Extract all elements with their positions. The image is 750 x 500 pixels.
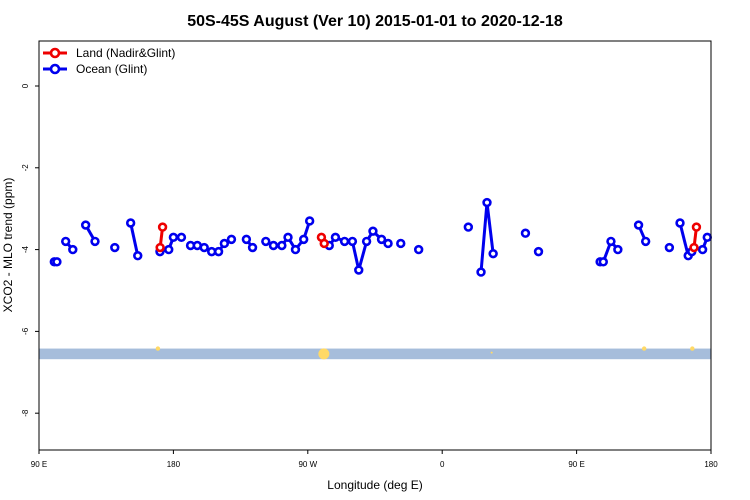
x-tick-label-2: 90 W bbox=[298, 460, 317, 469]
series-1-point-14-1 bbox=[482, 197, 492, 208]
series-1-point-10-3 bbox=[347, 236, 358, 247]
series-1-point-9-5 bbox=[298, 234, 309, 245]
series-1-point-16-0 bbox=[533, 246, 544, 257]
series-1-point-19-0 bbox=[664, 242, 675, 253]
series-0 bbox=[155, 222, 702, 253]
series-1-point-9-1 bbox=[268, 240, 279, 251]
legend: Land (Nadir&Glint) Ocean (Glint) bbox=[43, 46, 175, 76]
series-1-point-2-0 bbox=[80, 220, 91, 230]
series-1-line-4 bbox=[129, 222, 140, 257]
series-1-point-1-1 bbox=[68, 244, 78, 255]
series-1-point-20-0 bbox=[675, 218, 685, 228]
y-axis-label: XCO2 - MLO trend (ppm) bbox=[1, 178, 15, 313]
series-1-point-22-1 bbox=[702, 232, 712, 243]
series-1-point-8-1 bbox=[247, 242, 258, 253]
series-1-point-9-0 bbox=[261, 236, 271, 247]
series-1-point-17-2 bbox=[606, 236, 616, 247]
series-1-point-10-2 bbox=[339, 236, 350, 247]
series-1-point-7-5 bbox=[219, 238, 230, 249]
series-1 bbox=[49, 197, 712, 277]
series-1-point-8-0 bbox=[241, 234, 252, 245]
y-axis: 0 -2 -4 -6 -8 bbox=[21, 83, 39, 417]
band-layer bbox=[39, 346, 711, 360]
x-axis: 90 E 180 90 W 0 90 E 180 bbox=[31, 450, 718, 469]
series-1-point-7-4 bbox=[213, 246, 224, 257]
series-1-point-12-0 bbox=[413, 244, 424, 255]
series-1-point-10-7 bbox=[376, 234, 387, 245]
plot-frame bbox=[38, 40, 712, 451]
series-1-point-0-1 bbox=[52, 257, 62, 267]
series-1-point-10-4 bbox=[354, 265, 364, 275]
y-tick-label-4: -8 bbox=[21, 409, 30, 417]
series-0-point-2-0 bbox=[689, 242, 699, 253]
band-marker-1 bbox=[318, 348, 330, 360]
series-0-point-0-1 bbox=[157, 222, 168, 232]
y-tick-label-2: -4 bbox=[21, 245, 30, 253]
series-1-point-7-6 bbox=[226, 234, 237, 245]
y-tick-label-1: -2 bbox=[21, 164, 30, 172]
series-1-point-14-2 bbox=[488, 248, 498, 259]
x-tick-label-5: 180 bbox=[704, 460, 718, 469]
series-1-point-11-0 bbox=[396, 238, 406, 249]
chart-title: 50S-45S August (Ver 10) 2015-01-01 to 20… bbox=[187, 13, 563, 30]
series-1-point-6-2 bbox=[176, 232, 187, 243]
band-marker-4 bbox=[690, 346, 695, 351]
legend-label-0: Land (Nadir&Glint) bbox=[76, 46, 175, 60]
series-1-point-10-1 bbox=[330, 232, 341, 243]
series-1-point-18-1 bbox=[640, 236, 651, 247]
series-1-point-9-2 bbox=[277, 240, 287, 251]
series-1-point-9-6 bbox=[304, 216, 315, 226]
series-1-point-3-0 bbox=[110, 242, 120, 253]
series-1-point-17-1 bbox=[598, 257, 608, 267]
series-1-point-6-0 bbox=[164, 244, 174, 255]
series-0-point-0-0 bbox=[155, 242, 165, 253]
y-tick-label-0: 0 bbox=[21, 83, 30, 88]
series-1-point-10-5 bbox=[361, 236, 372, 247]
series-1-point-14-0 bbox=[476, 267, 486, 277]
series-1-point-13-0 bbox=[463, 222, 474, 232]
series-layer bbox=[49, 197, 712, 277]
series-1-point-10-6 bbox=[368, 226, 378, 236]
series-1-point-15-0 bbox=[520, 228, 531, 238]
series-1-point-18-0 bbox=[633, 220, 644, 230]
band-marker-2 bbox=[490, 351, 493, 354]
series-0-point-1-1 bbox=[319, 238, 329, 249]
series-1-point-17-3 bbox=[613, 244, 623, 255]
band-strip bbox=[39, 348, 711, 360]
legend-label-1: Ocean (Glint) bbox=[76, 62, 147, 76]
series-0-point-2-1 bbox=[691, 222, 702, 232]
series-1-point-9-4 bbox=[290, 244, 301, 255]
series-1-line-20 bbox=[678, 222, 690, 257]
y-tick-label-3: -6 bbox=[21, 327, 30, 335]
series-1-point-22-0 bbox=[697, 244, 708, 255]
band-marker-3 bbox=[641, 346, 647, 351]
series-1-point-7-2 bbox=[199, 242, 209, 253]
series-1-point-4-1 bbox=[133, 251, 143, 261]
series-1-point-2-1 bbox=[90, 236, 100, 247]
x-tick-label-1: 180 bbox=[167, 460, 181, 469]
series-1-point-10-8 bbox=[383, 238, 393, 249]
series-1-point-9-3 bbox=[283, 232, 293, 243]
legend-marker-0 bbox=[49, 47, 61, 59]
series-1-point-4-0 bbox=[125, 218, 136, 228]
legend-marker-1 bbox=[49, 63, 61, 75]
x-tick-label-4: 90 E bbox=[568, 460, 584, 469]
x-tick-label-3: 0 bbox=[440, 460, 445, 469]
series-1-point-1-0 bbox=[60, 236, 71, 247]
x-axis-label: Longitude (deg E) bbox=[327, 478, 422, 492]
x-tick-label-0: 90 E bbox=[31, 460, 47, 469]
band-marker-0 bbox=[155, 346, 161, 351]
series-1-point-6-1 bbox=[168, 232, 179, 243]
